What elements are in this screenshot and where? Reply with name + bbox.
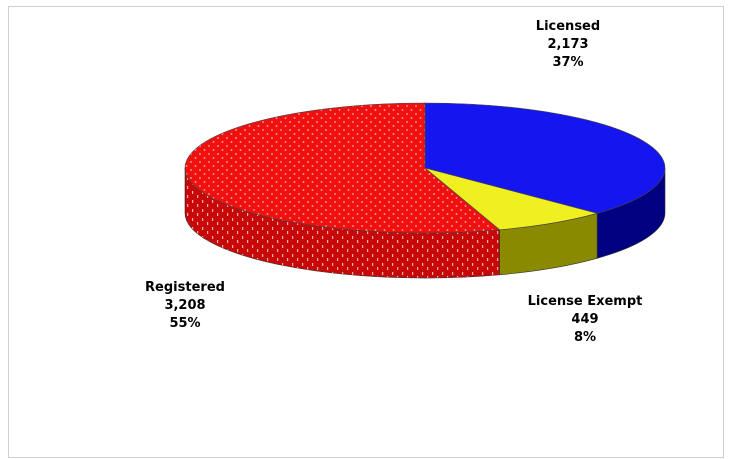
- pie-slice-registered: [184, 102, 501, 234]
- data-label-registered-label: Registered: [145, 280, 225, 295]
- data-label-license-exempt-value: 449: [571, 312, 598, 327]
- slice-labels: Licensed 2,173 37% License Exempt 449 8% Regis…: [145, 19, 642, 345]
- pie-slice-license-exempt: [424, 167, 599, 231]
- data-label-licensed-value: 2,173: [547, 37, 588, 52]
- pie-slices: [184, 102, 666, 279]
- data-label-license-exempt-percent: 8%: [574, 330, 596, 345]
- data-label-license-exempt-label: License Exempt: [528, 294, 643, 309]
- data-label-licensed-percent: 37%: [552, 55, 583, 70]
- data-label-registered-percent: 55%: [169, 316, 200, 331]
- pie-slice-licensed: [424, 102, 666, 214]
- data-label-registered-value: 3,208: [164, 298, 205, 313]
- data-label-licensed-label: Licensed: [536, 19, 600, 34]
